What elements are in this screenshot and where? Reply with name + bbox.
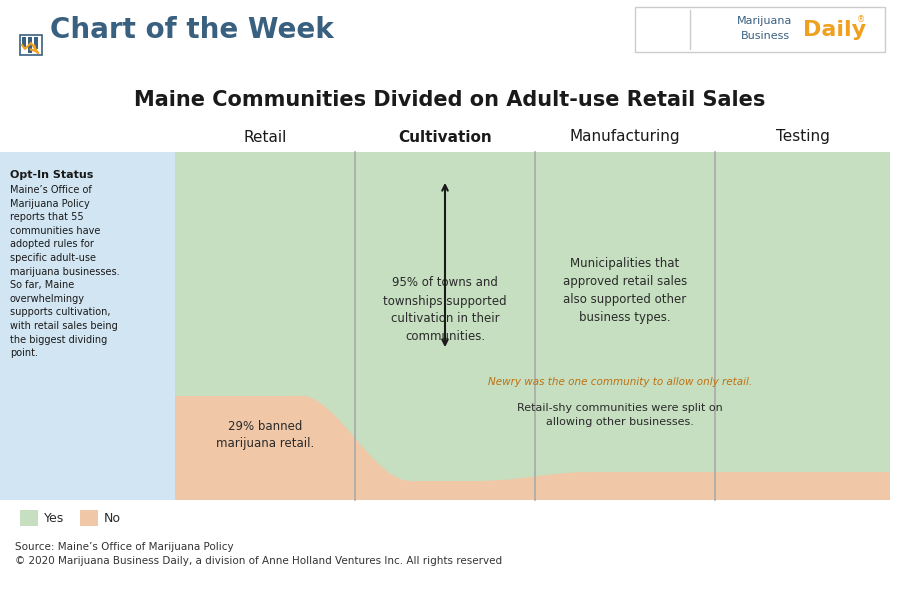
- Bar: [20, 510, 38, 526]
- Text: ®: ®: [857, 16, 865, 25]
- Bar: [0, 152, 175, 500]
- Text: 95% of towns and
townships supported
cultivation in their
communities.: 95% of towns and townships supported cul…: [383, 277, 507, 343]
- Text: Testing: Testing: [776, 130, 830, 145]
- Bar: [80, 510, 98, 526]
- Polygon shape: [300, 395, 410, 500]
- Text: Cultivation: Cultivation: [398, 130, 492, 145]
- Text: Municipalities that
approved retail sales
also supported other
business types.: Municipalities that approved retail sale…: [562, 257, 687, 323]
- Bar: [715, 472, 890, 500]
- Polygon shape: [480, 472, 590, 500]
- Text: No: No: [104, 511, 121, 524]
- Polygon shape: [480, 152, 590, 481]
- Text: Maine Communities Divided on Adult-use Retail Sales: Maine Communities Divided on Adult-use R…: [134, 90, 766, 110]
- Text: Yes: Yes: [44, 511, 64, 524]
- Text: 29% banned
marijuana retail.: 29% banned marijuana retail.: [216, 419, 314, 451]
- Text: Maine’s Office of
Marijuana Policy
reports that 55
communities have
adopted rule: Maine’s Office of Marijuana Policy repor…: [10, 185, 120, 358]
- Polygon shape: [300, 152, 410, 481]
- Text: Daily: Daily: [804, 20, 867, 40]
- Text: Newry was the one community to allow only retail.: Newry was the one community to allow onl…: [488, 377, 752, 387]
- Bar: [22, 37, 26, 47]
- Bar: [0, 152, 175, 500]
- Bar: [715, 152, 890, 472]
- Bar: [28, 37, 32, 53]
- Bar: [535, 472, 715, 500]
- Bar: [535, 152, 715, 472]
- Polygon shape: [660, 152, 770, 472]
- Bar: [175, 152, 355, 395]
- Text: Manufacturing: Manufacturing: [570, 130, 680, 145]
- Bar: [355, 481, 535, 500]
- Text: Marijuana: Marijuana: [737, 16, 793, 26]
- Text: Chart of the Week: Chart of the Week: [50, 16, 334, 44]
- Text: Retail-shy communities were split on
allowing other businesses.: Retail-shy communities were split on all…: [518, 403, 723, 427]
- Bar: [635, 7, 885, 52]
- Text: Retail: Retail: [243, 130, 287, 145]
- Text: Opt-In Status: Opt-In Status: [10, 170, 94, 180]
- Bar: [34, 37, 38, 49]
- Bar: [20, 35, 42, 55]
- Bar: [355, 152, 535, 481]
- Text: Source: Maine’s Office of Marijuana Policy: Source: Maine’s Office of Marijuana Poli…: [15, 542, 234, 552]
- Bar: [175, 395, 355, 500]
- Polygon shape: [660, 472, 770, 500]
- Text: Business: Business: [741, 31, 789, 41]
- Text: © 2020 Marijuana Business Daily, a division of Anne Holland Ventures Inc. All ri: © 2020 Marijuana Business Daily, a divis…: [15, 556, 502, 566]
